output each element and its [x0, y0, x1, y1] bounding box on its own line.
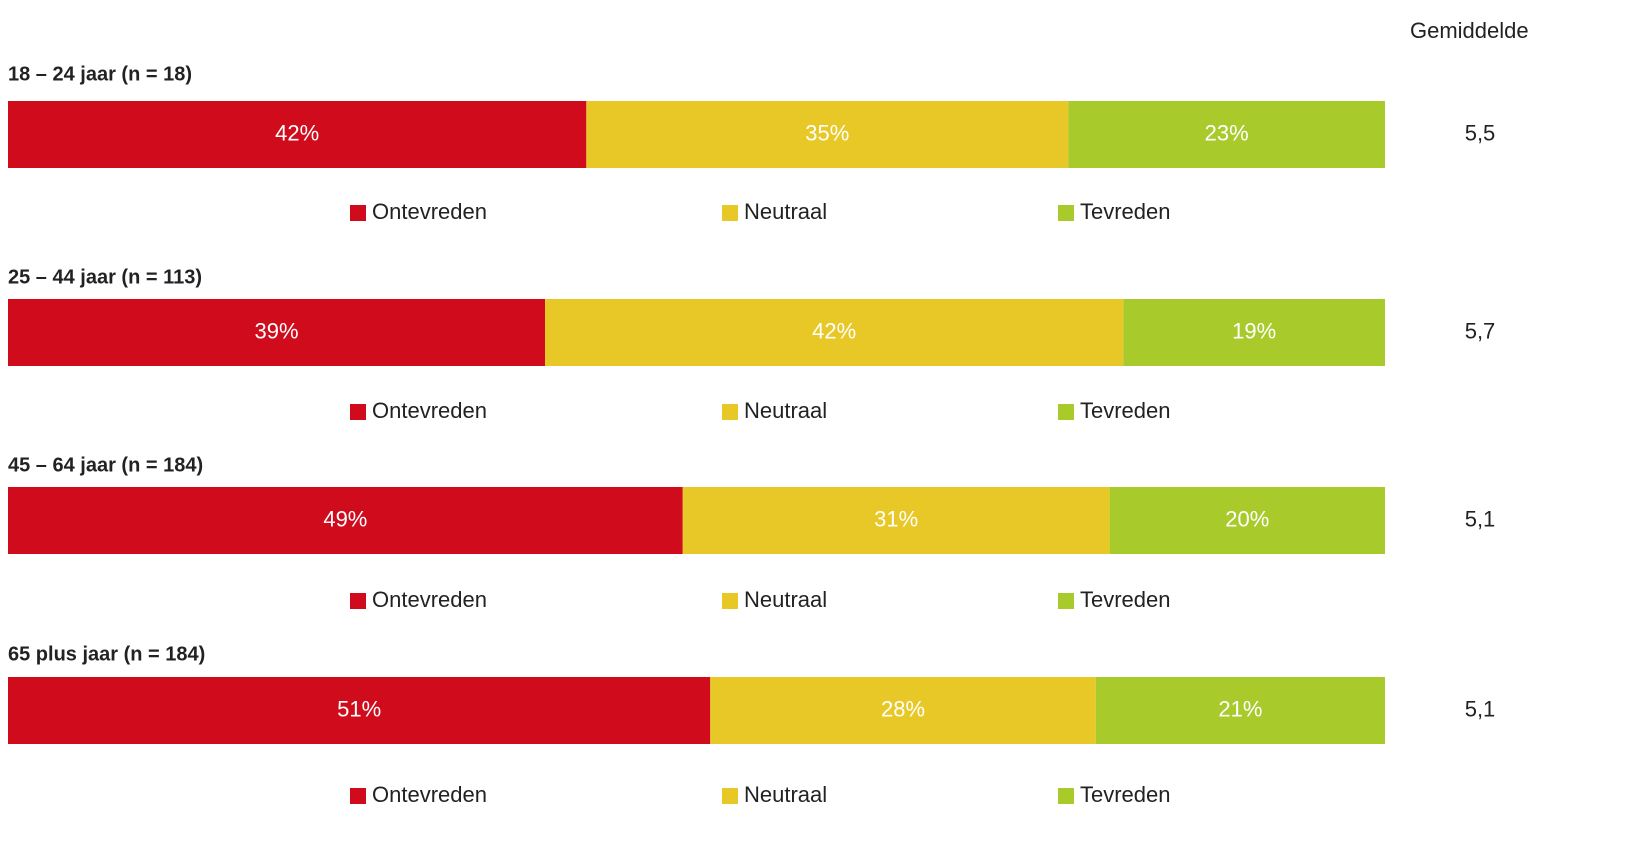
legend-swatch	[350, 788, 366, 804]
bar-segment	[8, 299, 546, 366]
value-label: 42%	[812, 318, 856, 343]
legend-swatch	[350, 593, 366, 609]
value-label: 35%	[805, 120, 849, 145]
bar-segment	[682, 487, 1110, 554]
legend-label: Neutraal	[744, 398, 827, 423]
value-label: 19%	[1232, 318, 1276, 343]
bar-segment	[1068, 101, 1385, 168]
chart-title: 25 – 44 jaar (n = 113)	[8, 266, 202, 288]
bar-segment	[8, 101, 587, 168]
legend-label: Neutraal	[744, 587, 827, 612]
chart-title: 45 – 64 jaar (n = 184)	[8, 454, 203, 476]
bar-segment	[8, 677, 711, 744]
value-label: 20%	[1225, 506, 1269, 531]
chart-title: 18 – 24 jaar (n = 18)	[8, 63, 192, 85]
legend-swatch	[350, 404, 366, 420]
value-label: 21%	[1218, 696, 1262, 721]
value-label: 49%	[323, 506, 367, 531]
value-label: 51%	[337, 696, 381, 721]
legend-swatch	[1058, 205, 1074, 221]
legend-label: Neutraal	[744, 782, 827, 807]
legend-label: Ontevreden	[372, 782, 487, 807]
mean-value: 5,5	[1465, 120, 1496, 145]
mean-value: 5,7	[1465, 318, 1496, 343]
legend-label: Tevreden	[1080, 398, 1171, 423]
value-label: 23%	[1205, 120, 1249, 145]
mean-value: 5,1	[1465, 696, 1496, 721]
legend-label: Tevreden	[1080, 587, 1171, 612]
value-label: 31%	[874, 506, 918, 531]
value-label: 28%	[881, 696, 925, 721]
legend-swatch	[1058, 593, 1074, 609]
value-label: 42%	[275, 120, 319, 145]
bar-segment	[710, 677, 1096, 744]
legend-label: Ontevreden	[372, 398, 487, 423]
legend-label: Ontevreden	[372, 587, 487, 612]
bar-segment	[1095, 677, 1385, 744]
legend-swatch	[1058, 788, 1074, 804]
legend-label: Tevreden	[1080, 199, 1171, 224]
chart-title: 65 plus jaar (n = 184)	[8, 643, 205, 665]
mean-value: 5,1	[1465, 506, 1496, 531]
bar-segment	[1123, 299, 1385, 366]
legend-swatch	[722, 205, 738, 221]
value-label: 39%	[254, 318, 298, 343]
legend-label: Tevreden	[1080, 782, 1171, 807]
bar-segment	[545, 299, 1124, 366]
legend-label: Neutraal	[744, 199, 827, 224]
column-header: Gemiddelde	[1410, 18, 1529, 43]
legend-swatch	[722, 404, 738, 420]
legend-swatch	[1058, 404, 1074, 420]
legend-label: Ontevreden	[372, 199, 487, 224]
legend-swatch	[722, 788, 738, 804]
legend-swatch	[722, 593, 738, 609]
legend-swatch	[350, 205, 366, 221]
bar-segment	[586, 101, 1069, 168]
bar-segment	[8, 487, 683, 554]
bar-segment	[1109, 487, 1385, 554]
